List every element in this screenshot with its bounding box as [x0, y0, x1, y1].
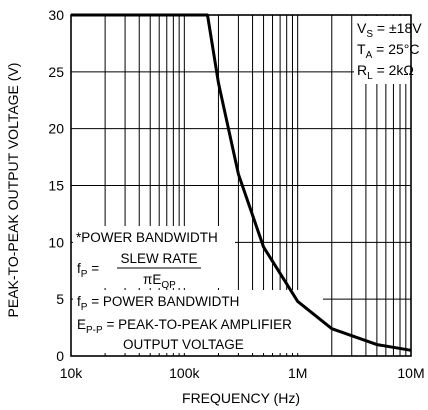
condition-rl: RL = 2kΩ	[357, 62, 414, 82]
definition-fp: fP = POWER BANDWIDTH	[77, 294, 239, 313]
formula-denominator: πEOP	[143, 272, 176, 291]
y-tick-label: 15	[48, 178, 64, 194]
y-tick-labels: 0 5 10 15 20 25 30	[48, 7, 64, 364]
x-tick-label: 1M	[288, 365, 307, 381]
plot-frame	[70, 14, 412, 357]
y-tick-label: 0	[56, 348, 64, 364]
condition-ta: TA = 25°C	[357, 41, 419, 61]
x-tick-label: 10M	[397, 365, 424, 381]
x-tick-label: 10k	[60, 365, 84, 381]
y-tick-label: 25	[48, 64, 64, 80]
formula-lhs: fP =	[77, 261, 99, 280]
definition-epp: EP-P = PEAK-TO-PEAK AMPLIFIER	[77, 317, 292, 336]
x-axis-label: FREQUENCY (Hz)	[182, 390, 300, 406]
x-tick-labels: 10k 100k 1M 10M	[60, 365, 425, 381]
conditions-box	[354, 16, 410, 84]
y-tick-label: 5	[56, 291, 64, 307]
y-tick-label: 20	[48, 121, 64, 137]
y-tick-label: 30	[48, 7, 64, 23]
output-voltage-curve	[71, 13, 412, 352]
annotation-box-lower	[73, 290, 323, 353]
y-axis-label: PEAK-TO-PEAK OUTPUT VOLTAGE (V)	[5, 63, 21, 318]
condition-vs: VS = ±18V	[357, 20, 422, 40]
annotation-box-upper	[73, 226, 235, 288]
definition-epp-continued: OUTPUT VOLTAGE	[123, 337, 244, 352]
formula-numerator: SLEW RATE	[120, 251, 197, 266]
y-tick-label: 10	[48, 234, 64, 250]
annotation-title: *POWER BANDWIDTH	[76, 230, 218, 245]
x-tick-label: 100k	[169, 365, 200, 381]
